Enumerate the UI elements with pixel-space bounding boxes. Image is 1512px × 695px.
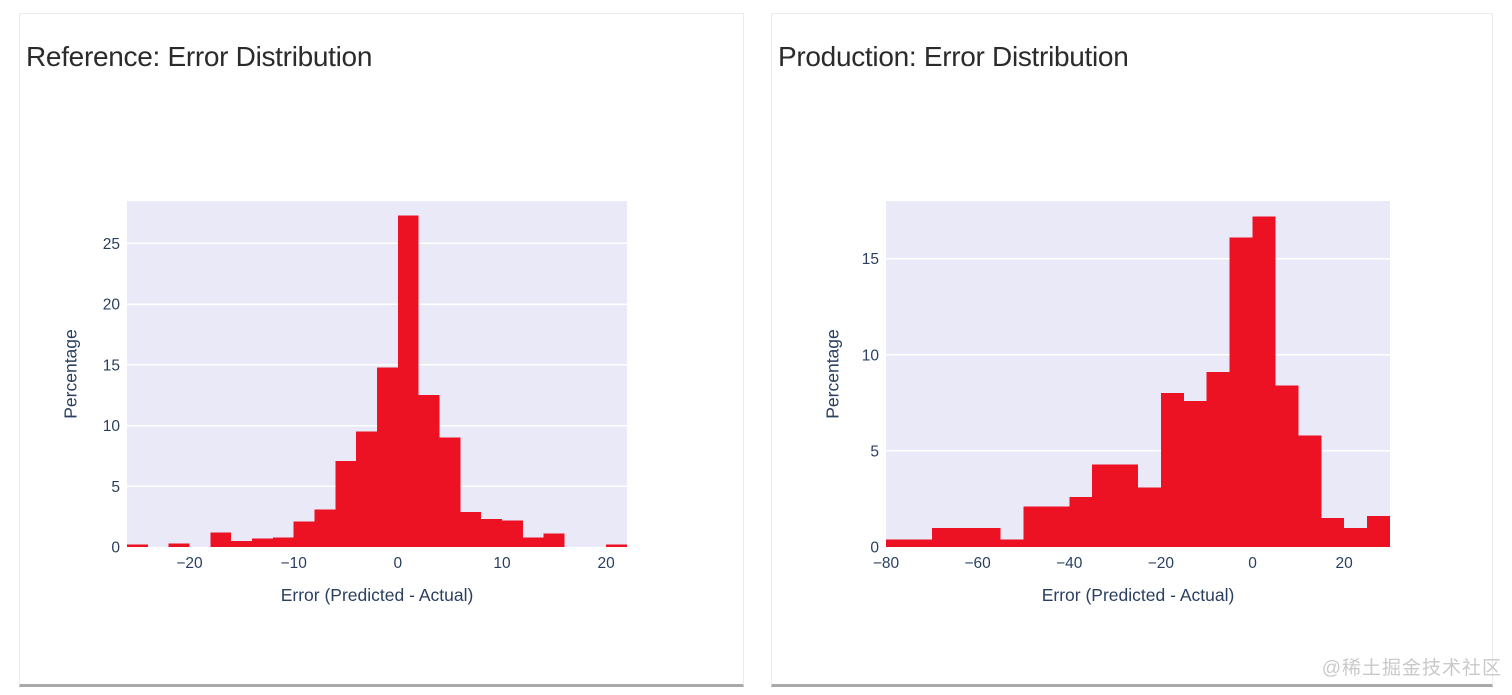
x-tick-label: −40 (1056, 555, 1083, 572)
x-axis-title: Error (Predicted - Actual) (1041, 585, 1235, 605)
x-tick-label: 10 (493, 555, 511, 572)
histogram-bar (418, 395, 440, 547)
histogram-bar (127, 544, 148, 547)
histogram-bar (1206, 372, 1230, 547)
histogram-bar (1069, 497, 1093, 547)
histogram-bar (460, 511, 482, 547)
histogram-bar (1344, 527, 1368, 547)
x-axis-title: Error (Predicted - Actual) (280, 585, 474, 605)
histogram-bar (335, 460, 357, 547)
x-tick-label: 20 (1336, 555, 1354, 572)
histogram-bar (1115, 464, 1138, 547)
histogram-bar (977, 527, 1001, 547)
histogram-bar (481, 519, 502, 547)
histogram-bar (1298, 435, 1322, 547)
y-tick-label: 15 (103, 357, 120, 374)
histogram-bar (1183, 400, 1207, 547)
x-tick-label: 20 (598, 555, 616, 572)
histogram-bar (314, 509, 336, 547)
x-tick-label: −20 (176, 555, 203, 572)
histogram-bar (1367, 516, 1390, 547)
x-tick-label: −20 (1148, 555, 1175, 572)
y-axis-title: Percentage (822, 329, 843, 419)
y-tick-label: 0 (870, 540, 879, 557)
y-axis-title: Percentage (60, 329, 81, 419)
histogram-bar (397, 215, 419, 547)
histogram-bar (356, 431, 377, 547)
y-tick-label: 15 (862, 251, 879, 268)
histogram-bar (1000, 539, 1024, 547)
histogram-bar (1229, 237, 1253, 547)
y-tick-label: 20 (103, 297, 121, 314)
histogram-bar (231, 540, 252, 547)
histogram-bar (252, 538, 273, 547)
histogram-bar (931, 527, 955, 547)
histogram-bar (954, 527, 978, 547)
production-histogram-canvas[interactable]: 0 5 10 15 −80 −60 −40 −20 0 20 (772, 14, 1494, 685)
histogram-bar (886, 539, 909, 547)
y-tick-label: 25 (103, 236, 120, 253)
x-tick-label: −10 (281, 555, 308, 572)
histogram-bar (908, 539, 932, 547)
histogram-bar (1160, 393, 1184, 547)
histogram-bar (1321, 518, 1345, 547)
histogram-bar (522, 537, 544, 547)
histogram-bar (1092, 464, 1116, 547)
y-tick-label: 10 (103, 418, 121, 435)
chart-title-reference: Reference: Error Distribution (26, 41, 373, 72)
histogram-bar (1252, 216, 1276, 547)
y-tick-label: 5 (870, 443, 879, 460)
histogram-bar (168, 543, 190, 547)
x-tick-label: 0 (394, 555, 403, 572)
y-tick-label: 0 (111, 540, 120, 557)
histogram-bar (1275, 385, 1299, 547)
histogram-bar (1046, 506, 1070, 547)
watermark: @稀土掘金技术社区 (1321, 658, 1502, 679)
histogram-bar (1023, 506, 1047, 547)
y-tick-label: 5 (111, 479, 120, 496)
histogram-bar (543, 533, 565, 547)
histogram-bar (439, 437, 461, 547)
histogram-bar (606, 544, 627, 547)
histogram-bar (1138, 487, 1161, 547)
x-tick-label: 0 (1248, 555, 1257, 572)
reference-chart-card: Reference: Error Distribution 0 5 10 15 20 25… (19, 13, 744, 687)
x-tick-label: −80 (873, 555, 900, 572)
histogram-bar (293, 521, 315, 547)
x-tick-label: −60 (964, 555, 991, 572)
histogram-bar (272, 537, 294, 547)
histogram-bar (377, 367, 398, 547)
production-chart-card: Production: Error Distribution 0 5 10 15 −80… (771, 13, 1493, 687)
histogram-bar (210, 532, 232, 547)
chart-title-production: Production: Error Distribution (778, 41, 1129, 72)
histogram-bar (502, 520, 523, 547)
y-tick-label: 10 (862, 347, 880, 364)
reference-histogram-canvas[interactable]: 0 5 10 15 20 25 −20 −10 0 10 20 (20, 14, 745, 685)
